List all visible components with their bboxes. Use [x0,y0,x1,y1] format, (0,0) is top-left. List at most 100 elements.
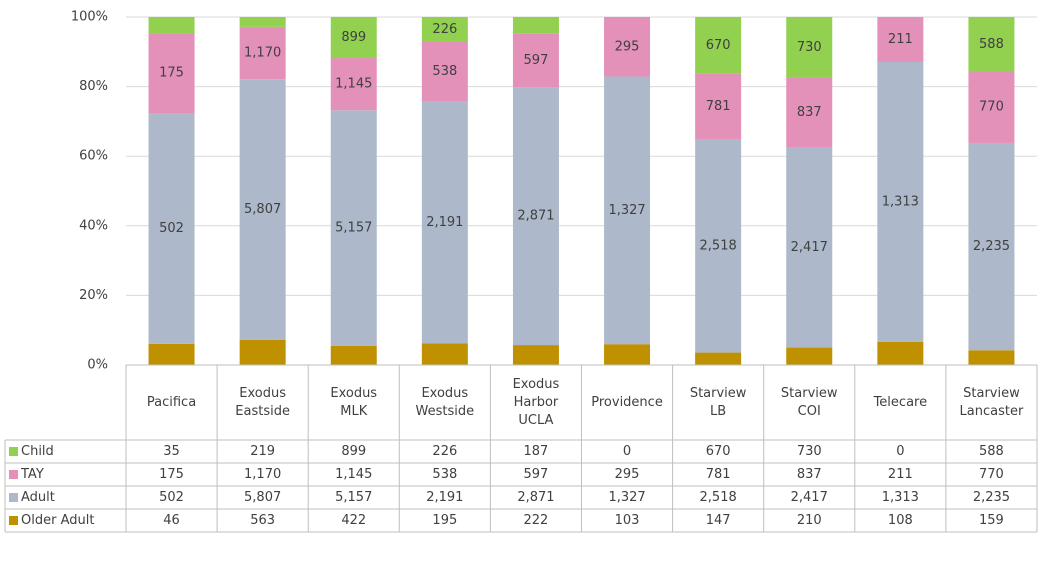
table-value: 670 [705,443,731,459]
bar-segment [968,142,1015,351]
data-label: 211 [888,32,913,47]
bar-segment [604,17,651,77]
data-label: 770 [979,100,1004,115]
legend-entry: TAY [5,463,126,486]
category-label: Pacifica [146,394,197,410]
table-value: 187 [523,443,549,459]
legend-label: Child [21,443,54,459]
data-label: 502 [159,221,184,236]
category-label: Exodus Westside [415,385,475,419]
table-value: 781 [705,466,731,482]
table-value: 1,327 [608,489,646,505]
data-label: 588 [979,37,1004,52]
data-label: 2,871 [517,209,554,224]
legend-swatch [9,447,18,456]
table-value: 210 [796,512,822,528]
table-value: 730 [796,443,822,459]
category-label: Starview LB [689,385,747,419]
data-label: 295 [615,39,640,54]
category-label: Starview COI [780,385,838,419]
table-value: 211 [887,466,913,482]
legend-swatch [9,493,18,502]
y-tick-label: 60% [79,149,108,164]
data-label: 2,191 [426,215,463,230]
data-label: 538 [432,64,457,79]
table-value: 2,871 [517,489,555,505]
bar-segment [877,61,924,342]
bar-segment [512,87,559,346]
bar-segment [604,76,651,345]
bar-segment [512,345,559,365]
table-value: 5,157 [335,489,373,505]
bar-segment [786,147,833,348]
table-value: 222 [523,512,549,528]
bar-segment [148,343,195,365]
bar-segment [786,17,833,78]
table-value: 1,145 [335,466,373,482]
table-value: 563 [250,512,276,528]
bar-segment [877,341,924,365]
bar-segment [330,110,377,346]
table-value: 1,170 [244,466,282,482]
legend-entry: Older Adult [5,509,126,532]
bar-segment [877,17,924,62]
bar-segment [239,17,286,27]
data-label: 670 [706,38,731,53]
bar-segment [330,17,377,59]
legend-label: Adult [21,489,55,505]
bar-segment [148,33,195,114]
table-value: 899 [341,443,367,459]
category-label: Starview Lancaster [959,385,1024,419]
bar-segment [695,352,742,365]
data-label: 597 [524,53,549,68]
table-value: 502 [159,489,184,505]
bar-segment [604,344,651,365]
bar-segment [786,77,833,148]
y-tick-label: 80% [79,79,108,94]
legend-label: TAY [21,466,44,482]
table-value: 422 [341,512,367,528]
table-value: 538 [432,466,458,482]
bar-segment [148,17,195,34]
data-label: 2,518 [700,239,737,254]
table-value: 219 [250,443,276,459]
bar-segment [968,71,1015,143]
data-label: 1,327 [608,203,645,218]
data-label: 226 [432,22,457,37]
data-label: 1,170 [244,46,281,61]
category-label: Providence [591,394,663,410]
bar-segment [421,41,468,102]
data-label: 781 [706,99,731,114]
bar-segment [148,113,195,344]
table-value: 0 [622,443,632,459]
category-label: Exodus MLK [330,385,378,419]
bar-segment [239,79,286,340]
category-label: Telecare [873,394,928,410]
table-value: 295 [614,466,640,482]
bar-segment [695,73,742,140]
bar-segment [786,347,833,365]
bar-segment [512,17,559,34]
y-tick-label: 40% [79,218,108,233]
legend-label: Older Adult [21,512,95,528]
data-label: 2,235 [973,239,1010,254]
table-value: 2,518 [699,489,737,505]
bar-segment [421,17,468,42]
data-label: 1,145 [335,77,372,92]
category-label: Exodus Harbor UCLA [512,376,560,428]
bar-segment [330,345,377,365]
bar-segment [512,33,559,88]
table-value: 5,807 [244,489,282,505]
data-label: 175 [159,66,184,81]
bar-segment [239,339,286,365]
table-value: 226 [432,443,458,459]
data-label: 1,313 [882,194,919,209]
table-value: 1,313 [881,489,919,505]
bar-segment [968,17,1015,72]
table-value: 46 [163,512,180,528]
data-label: 2,417 [791,240,828,255]
legend-swatch [9,470,18,479]
table-value: 35 [163,443,180,459]
table-value: 195 [432,512,458,528]
